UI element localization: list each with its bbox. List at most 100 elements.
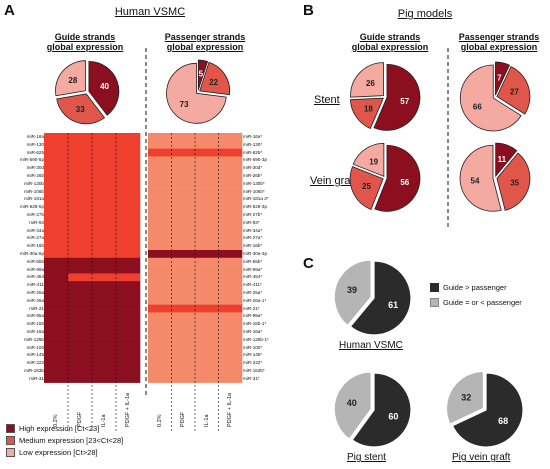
pie-slice-c-stent-1 — [333, 371, 372, 440]
column-label-1-2: IL-1a — [203, 414, 210, 427]
legend-guide-le-label: Guide = or < passenger — [443, 298, 522, 307]
heat-cell-a-heatmap-guide-12-0 — [44, 226, 69, 235]
heat-cell-a-heatmap-guide-5-3 — [116, 172, 141, 181]
heat-cell-a-heatmap-guide-10-3 — [116, 211, 141, 220]
legend-medium-label: Medium expression [23<Ct<28] — [19, 436, 124, 445]
b-passenger-header: Passenger strands global expression — [448, 32, 550, 52]
heat-cell-a-heatmap-passenger-13-1 — [171, 234, 196, 243]
right-row-label: miR-26a-1* — [243, 297, 267, 303]
expression-legend: High expression [Ct<23] Medium expressio… — [6, 424, 123, 457]
legend-guide-gt-label: Guide > passenger — [443, 283, 507, 292]
heat-cell-a-heatmap-passenger-27-2 — [195, 343, 219, 352]
heat-cell-a-heatmap-passenger-20-2 — [195, 289, 219, 298]
heat-cell-a-heatmap-passenger-12-1 — [171, 226, 196, 235]
heat-cell-a-heatmap-passenger-22-2 — [195, 304, 219, 313]
heat-cell-a-heatmap-guide-13-2 — [92, 234, 117, 243]
heat-cell-a-heatmap-guide-28-3 — [116, 351, 141, 360]
right-row-label: miR-153b* — [243, 367, 265, 373]
heat-cell-a-heatmap-guide-7-3 — [116, 187, 141, 196]
heat-cell-a-heatmap-guide-9-0 — [44, 203, 69, 212]
heat-cell-a-heatmap-guide-29-1 — [68, 359, 93, 368]
heat-cell-a-heatmap-guide-16-3 — [116, 257, 141, 266]
heat-cell-a-heatmap-passenger-18-1 — [171, 273, 196, 282]
column-label-1-1: PDGF — [180, 411, 187, 427]
heat-cell-a-heatmap-passenger-2-3 — [218, 148, 243, 157]
heat-cell-a-heatmap-passenger-8-3 — [218, 195, 243, 204]
row-label-vein: Vein graft — [310, 175, 357, 187]
heat-cell-a-heatmap-passenger-12-3 — [218, 226, 243, 235]
heat-cell-a-heatmap-guide-25-1 — [68, 328, 93, 337]
legend-guide-le: Guide = or < passenger — [430, 298, 522, 307]
heat-cell-a-heatmap-guide-31-1 — [68, 374, 93, 383]
heat-cell-a-heatmap-passenger-28-1 — [171, 351, 196, 360]
heat-cell-a-heatmap-passenger-0-3 — [218, 133, 243, 142]
heat-cell-a-heatmap-guide-22-3 — [116, 304, 141, 313]
heat-cell-a-heatmap-guide-26-1 — [68, 335, 93, 344]
b-guide-header-line1: Guide strands — [359, 32, 421, 42]
heat-cell-a-heatmap-guide-5-0 — [44, 172, 69, 181]
heat-cell-a-heatmap-guide-24-3 — [116, 320, 141, 329]
heat-cell-a-heatmap-passenger-6-0 — [148, 179, 172, 188]
heat-cell-a-heatmap-guide-3-3 — [116, 156, 141, 165]
heat-cell-a-heatmap-passenger-4-3 — [218, 164, 243, 173]
heat-cell-a-heatmap-guide-28-1 — [68, 351, 93, 360]
heat-cell-a-heatmap-guide-0-3 — [116, 133, 141, 142]
heat-cell-a-heatmap-guide-5-1 — [68, 172, 93, 181]
heat-cell-a-heatmap-guide-15-0 — [44, 250, 69, 259]
left-row-label: miR-181a — [24, 196, 44, 202]
heat-cell-a-heatmap-passenger-16-3 — [218, 257, 243, 266]
left-row-label: miR-222 — [26, 360, 44, 366]
left-row-label: miR-130b — [24, 180, 44, 186]
heat-cell-a-heatmap-passenger-15-1 — [171, 250, 196, 259]
left-row-label: miR-625 — [26, 149, 44, 155]
right-row-label: miR-27b* — [243, 211, 263, 217]
heat-cell-a-heatmap-guide-4-1 — [68, 164, 93, 173]
right-row-label: miR-93* — [243, 219, 260, 225]
heat-cell-a-heatmap-passenger-12-2 — [195, 226, 219, 235]
heat-cell-a-heatmap-passenger-15-2 — [195, 250, 219, 259]
heat-cell-a-heatmap-passenger-8-1 — [171, 195, 196, 204]
pie-slice-a-guide-1 — [56, 93, 106, 125]
row-label-stent: Stent — [314, 94, 340, 106]
pie-b-stent-passenger: 7 27 66 — [459, 61, 531, 132]
left-row-label: miR-27a — [26, 235, 44, 241]
pie-label-b-stent-passenger-1: 27 — [510, 87, 519, 96]
heat-cell-a-heatmap-guide-14-0 — [44, 242, 69, 251]
heat-cell-a-heatmap-passenger-12-0 — [148, 226, 172, 235]
heat-cell-a-heatmap-passenger-3-1 — [171, 156, 196, 165]
guide-header: Guide strands global expression — [30, 32, 140, 52]
heat-cell-a-heatmap-guide-27-1 — [68, 343, 93, 352]
heat-cell-a-heatmap-guide-21-2 — [92, 296, 117, 305]
heat-cell-a-heatmap-passenger-2-2 — [195, 148, 219, 157]
right-row-label: miR-31* — [243, 375, 260, 381]
heat-cell-a-heatmap-passenger-9-1 — [171, 203, 196, 212]
left-row-label: miR-106b — [24, 188, 44, 194]
heat-cell-a-heatmap-passenger-26-1 — [171, 335, 196, 344]
heat-cell-a-heatmap-passenger-29-1 — [171, 359, 196, 368]
heat-cell-a-heatmap-passenger-8-2 — [195, 195, 219, 204]
heat-cell-a-heatmap-guide-2-0 — [44, 148, 69, 157]
label-human-vsmc: Human VSMC — [339, 340, 403, 351]
pie-label-c-stent-0: 60 — [388, 411, 398, 421]
pie-b-stent-guide: 57 18 26 — [349, 62, 421, 131]
pie-label-c-stent-1: 40 — [347, 398, 357, 408]
pie-slice-b-stent-passenger-0 — [495, 61, 511, 96]
heat-cell-a-heatmap-guide-2-2 — [92, 148, 117, 157]
heat-cell-a-heatmap-guide-12-1 — [68, 226, 93, 235]
pie-label-a-guide-2: 28 — [68, 76, 77, 85]
heat-cell-a-heatmap-passenger-5-2 — [195, 172, 219, 181]
heat-cell-a-heatmap-passenger-13-2 — [195, 234, 219, 243]
pie-slice-b-vein-passenger-2 — [459, 144, 502, 212]
heat-cell-a-heatmap-guide-26-3 — [116, 335, 141, 344]
heat-cell-a-heatmap-passenger-16-0 — [148, 257, 172, 266]
heat-cell-a-heatmap-guide-27-0 — [44, 343, 69, 352]
heat-cell-a-heatmap-guide-30-0 — [44, 367, 69, 376]
heat-cell-a-heatmap-guide-7-0 — [44, 187, 69, 196]
left-row-label: miR-34a — [26, 227, 44, 233]
heat-cell-a-heatmap-guide-6-3 — [116, 179, 141, 188]
heat-cell-a-heatmap-guide-8-2 — [92, 195, 117, 204]
heat-cell-a-heatmap-guide-17-0 — [44, 265, 69, 274]
heat-cell-a-heatmap-passenger-30-2 — [195, 367, 219, 376]
left-row-label: miR-628-5p — [20, 204, 44, 210]
heat-cell-a-heatmap-guide-19-1 — [68, 281, 93, 290]
